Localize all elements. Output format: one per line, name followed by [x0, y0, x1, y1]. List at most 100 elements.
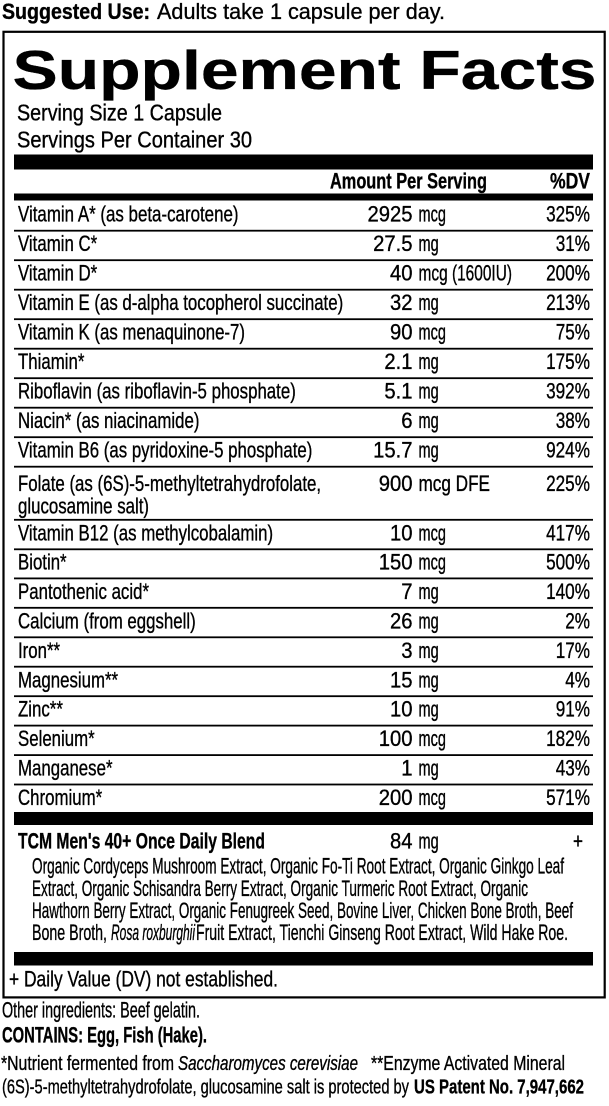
svg-text:2%: 2% — [565, 608, 590, 633]
svg-text:4%: 4% — [565, 667, 590, 692]
svg-text:182%: 182% — [546, 726, 590, 751]
svg-text:mg: mg — [419, 438, 439, 463]
svg-text:Fruit Extract, Tienchi Ginseng: Fruit Extract, Tienchi Ginseng Root Extr… — [196, 920, 568, 945]
svg-text:90: 90 — [390, 320, 413, 345]
svg-text:Vitamin A* (as beta-carotene): Vitamin A* (as beta-carotene) — [18, 202, 239, 227]
svg-text:38%: 38% — [556, 408, 590, 433]
svg-text:mg: mg — [419, 579, 439, 604]
svg-text:Hawthorn Berry Extract, Organi: Hawthorn Berry Extract, Organic Fenugree… — [32, 898, 574, 923]
svg-text:mcg DFE: mcg DFE — [419, 471, 491, 496]
svg-text:Rosa roxburghii: Rosa roxburghii — [111, 920, 196, 945]
svg-text:84: 84 — [390, 829, 413, 854]
svg-text:Thiamin*: Thiamin* — [18, 349, 85, 374]
svg-text:43%: 43% — [556, 756, 590, 781]
svg-text:+ Daily Value (DV) not establi: + Daily Value (DV) not established. — [9, 967, 278, 992]
svg-text:**Enzyme Activated Mineral: **Enzyme Activated Mineral — [371, 1053, 565, 1075]
svg-text:2.1: 2.1 — [384, 349, 412, 374]
svg-text:mg: mg — [419, 697, 439, 722]
svg-text:mcg: mcg — [419, 320, 446, 345]
svg-text:175%: 175% — [546, 349, 590, 374]
svg-text:10: 10 — [390, 697, 413, 722]
svg-text:mg: mg — [419, 231, 439, 256]
svg-text:17%: 17% — [556, 638, 590, 663]
svg-text:100: 100 — [379, 726, 413, 751]
svg-text:Bone Broth,: Bone Broth, — [32, 920, 107, 945]
svg-text:mg: mg — [419, 829, 439, 854]
svg-text:Amount Per Serving: Amount Per Serving — [330, 169, 487, 194]
svg-text:417%: 417% — [546, 520, 590, 545]
svg-text:32: 32 — [390, 290, 413, 315]
svg-text:91%: 91% — [556, 697, 590, 722]
svg-text:Supplement Facts: Supplement Facts — [13, 39, 597, 101]
svg-text:Vitamin E (as d-alpha tocopher: Vitamin E (as d-alpha tocopherol succina… — [18, 290, 343, 315]
svg-text:mcg: mcg — [419, 785, 446, 810]
svg-text:213%: 213% — [546, 290, 590, 315]
svg-text:Serving Size 1 Capsule: Serving Size 1 Capsule — [17, 100, 222, 126]
svg-text:Zinc**: Zinc** — [18, 697, 63, 722]
svg-text:Vitamin C*: Vitamin C* — [18, 231, 98, 256]
svg-text:mg: mg — [419, 756, 439, 781]
svg-text:392%: 392% — [546, 379, 590, 404]
svg-text:%DV: %DV — [550, 169, 590, 194]
svg-text:Vitamin B6 (as pyridoxine-5 ph: Vitamin B6 (as pyridoxine-5 phosphate) — [18, 438, 312, 463]
svg-text:Adults take 1 capsule per day.: Adults take 1 capsule per day. — [157, 0, 445, 24]
svg-text:Other ingredients: Beef gelati: Other ingredients: Beef gelatin. — [2, 998, 200, 1023]
svg-text:mg: mg — [419, 667, 439, 692]
svg-text:3: 3 — [401, 638, 412, 663]
svg-text:500%: 500% — [546, 550, 590, 575]
svg-text:mg: mg — [419, 608, 439, 633]
svg-text:mcg: mcg — [419, 520, 446, 545]
svg-text:150: 150 — [379, 550, 413, 575]
svg-text:27.5: 27.5 — [373, 231, 412, 256]
svg-text:mcg (1600IU): mcg (1600IU) — [419, 261, 513, 286]
svg-text:900: 900 — [379, 471, 413, 496]
svg-text:+: + — [573, 829, 583, 854]
svg-text:mg: mg — [419, 638, 439, 663]
svg-text:Vitamin B12 (as methylcobalami: Vitamin B12 (as methylcobalamin) — [18, 520, 273, 545]
svg-text:glucosamine salt): glucosamine salt) — [18, 494, 149, 519]
svg-text:Folate (as (6S)-5-methyltetrah: Folate (as (6S)-5-methyltetrahydrofolate… — [18, 471, 321, 496]
svg-text:200%: 200% — [546, 261, 590, 286]
svg-text:325%: 325% — [546, 202, 590, 227]
svg-text:31%: 31% — [556, 231, 590, 256]
svg-text:140%: 140% — [546, 579, 590, 604]
svg-text:26: 26 — [390, 608, 413, 633]
svg-text:15.7: 15.7 — [373, 438, 412, 463]
svg-text:Riboflavin (as riboflavin-5 ph: Riboflavin (as riboflavin-5 phosphate) — [18, 379, 296, 404]
svg-text:7: 7 — [401, 579, 412, 604]
svg-text:*Nutrient fermented from: *Nutrient fermented from — [1, 1053, 174, 1075]
svg-text:571%: 571% — [546, 785, 590, 810]
svg-text:mcg: mcg — [419, 202, 446, 227]
svg-text:924%: 924% — [546, 438, 590, 463]
svg-text:Servings Per Container 30: Servings Per Container 30 — [17, 127, 252, 153]
svg-text:10: 10 — [390, 520, 413, 545]
svg-text:mg: mg — [419, 379, 439, 404]
svg-text:Extract, Organic Schisandra Be: Extract, Organic Schisandra Berry Extrac… — [32, 876, 528, 901]
svg-text:mg: mg — [419, 290, 439, 315]
svg-text:Suggested Use:: Suggested Use: — [2, 0, 150, 24]
svg-text:2925: 2925 — [368, 202, 413, 227]
svg-text:75%: 75% — [556, 320, 590, 345]
svg-text:Iron**: Iron** — [18, 638, 60, 663]
svg-text:(6S)-5-methyltetrahydrofolate,: (6S)-5-methyltetrahydrofolate, glucosami… — [2, 1077, 409, 1099]
svg-text:Vitamin K (as menaquinone-7): Vitamin K (as menaquinone-7) — [18, 320, 245, 345]
svg-text:Niacin* (as niacinamide): Niacin* (as niacinamide) — [18, 408, 200, 433]
svg-text:225%: 225% — [546, 471, 590, 496]
svg-text:6: 6 — [401, 408, 412, 433]
svg-text:mg: mg — [419, 408, 439, 433]
svg-text:Biotin*: Biotin* — [18, 550, 67, 575]
svg-text:mcg: mcg — [419, 726, 446, 751]
svg-text:mcg: mcg — [419, 550, 446, 575]
svg-text:200: 200 — [379, 785, 413, 810]
svg-text:40: 40 — [390, 261, 413, 286]
svg-text:5.1: 5.1 — [384, 379, 412, 404]
svg-text:Magnesium**: Magnesium** — [18, 667, 118, 692]
svg-text:Pantothenic acid*: Pantothenic acid* — [18, 579, 149, 604]
svg-text:US Patent No. 7,947,662: US Patent No. 7,947,662 — [414, 1077, 584, 1099]
svg-text:Selenium*: Selenium* — [18, 726, 95, 751]
svg-text:Organic Cordyceps Mushroom Ext: Organic Cordyceps Mushroom Extract, Orga… — [32, 854, 565, 879]
svg-text:Manganese*: Manganese* — [18, 756, 113, 781]
svg-text:Vitamin D*: Vitamin D* — [18, 261, 98, 286]
svg-text:15: 15 — [390, 667, 413, 692]
svg-text:Calcium (from eggshell): Calcium (from eggshell) — [18, 608, 196, 633]
